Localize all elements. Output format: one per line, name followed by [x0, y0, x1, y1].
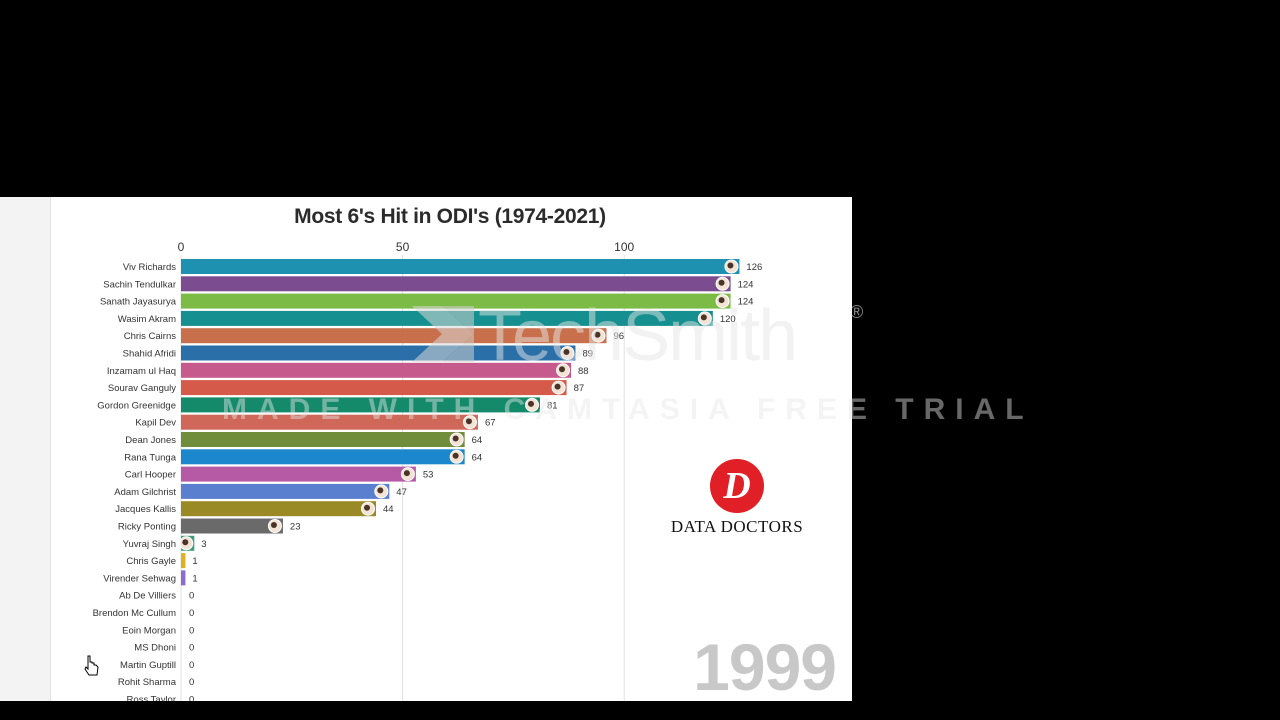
value-label: 0: [189, 625, 194, 636]
player-avatar-face: [182, 539, 189, 546]
value-label: 1: [192, 556, 197, 567]
bar: [181, 259, 740, 274]
category-label: Inzamam ul Haq: [107, 366, 176, 377]
x-tick-label: 100: [614, 240, 634, 254]
player-avatar-face: [700, 314, 707, 321]
bar: [181, 414, 478, 430]
category-label: Martin Guptill: [120, 660, 176, 671]
left-gutter: [0, 197, 51, 701]
bar: [181, 466, 416, 482]
value-label: 0: [189, 591, 194, 602]
category-label: Rana Tunga: [124, 452, 176, 463]
value-label: 0: [189, 643, 194, 654]
player-avatar-face: [377, 487, 384, 494]
category-label: Brendon Mc Cullum: [93, 608, 177, 619]
value-label: 120: [720, 314, 736, 325]
player-avatar-face: [527, 400, 534, 407]
category-label: Adam Gilchrist: [114, 487, 176, 498]
bar: [181, 449, 465, 465]
value-label: 47: [396, 487, 407, 498]
value-label: 23: [290, 522, 301, 533]
value-label: 53: [423, 470, 434, 481]
player-avatar-face: [563, 349, 570, 355]
value-label: 0: [189, 677, 194, 688]
value-label: 44: [383, 504, 394, 515]
bar: [181, 293, 731, 309]
chart-panel: Most 6's Hit in ODI's (1974-2021) 0 50 100…: [0, 197, 852, 701]
data-doctors-logo: D DATA DOCTORS: [652, 459, 822, 537]
value-label: 3: [201, 539, 206, 550]
category-label: Eoin Morgan: [122, 625, 176, 636]
logo-text: DATA DOCTORS: [670, 517, 804, 536]
logo-badge-icon: D: [710, 459, 764, 513]
value-label: 81: [547, 400, 558, 411]
category-label: Viv Richards: [123, 262, 176, 273]
value-label: 0: [189, 695, 194, 702]
chart-title: Most 6's Hit in ODI's (1974-2021): [294, 205, 606, 228]
value-label: 124: [738, 279, 754, 290]
bar: [181, 380, 567, 396]
player-avatar-face: [727, 262, 734, 269]
value-label: 64: [472, 452, 483, 463]
value-label: 124: [738, 297, 754, 308]
mouse-pointer-icon: [84, 655, 99, 676]
value-label: 126: [746, 262, 762, 273]
category-label: Sachin Tendulkar: [103, 279, 176, 290]
category-label: Sanath Jayasurya: [100, 297, 177, 308]
player-avatar-face: [554, 383, 561, 390]
category-label: Chris Gayle: [126, 556, 176, 567]
category-label: Shahid Afridi: [123, 349, 176, 360]
bar: [181, 276, 731, 292]
category-label: Yuvraj Singh: [123, 539, 176, 550]
period-label: 1999: [693, 630, 837, 701]
category-label: Ross Taylor: [127, 695, 176, 702]
bar: [181, 553, 186, 569]
category-label: Chris Cairns: [124, 331, 177, 342]
category-label: Virender Sehwag: [103, 573, 176, 584]
x-tick-label: 0: [178, 240, 185, 254]
player-avatar-face: [718, 279, 725, 286]
category-label: MS Dhoni: [134, 643, 176, 654]
player-avatar-face: [364, 504, 371, 511]
value-label: 67: [485, 418, 496, 429]
value-label: 87: [574, 383, 585, 394]
bar: [181, 518, 283, 534]
category-label: Jacques Kallis: [115, 504, 176, 515]
bar: [181, 362, 572, 378]
player-avatar-face: [559, 366, 566, 373]
bar: [181, 501, 377, 517]
player-avatar-face: [594, 331, 601, 338]
value-label: 1: [192, 573, 197, 584]
player-avatar-face: [452, 435, 459, 442]
value-label: 89: [582, 349, 593, 360]
category-label: Dean Jones: [125, 435, 176, 446]
player-avatar-face: [718, 297, 725, 304]
player-avatar-face: [270, 522, 277, 528]
player-avatar-face: [452, 452, 459, 459]
value-label: 0: [189, 660, 194, 671]
player-avatar-face: [403, 470, 410, 477]
player-avatar-face: [465, 418, 472, 425]
bar: [181, 345, 576, 361]
bar: [181, 432, 465, 447]
category-label: Wasim Akram: [118, 314, 176, 325]
category-label: Ab De Villiers: [119, 591, 176, 602]
bar: [181, 328, 607, 344]
bar: [181, 397, 540, 413]
category-label: Carl Hooper: [125, 470, 176, 481]
category-label: Kapil Dev: [135, 418, 176, 429]
x-tick-label: 50: [396, 240, 410, 254]
value-label: 96: [613, 331, 624, 342]
category-label: Gordon Greenidge: [97, 400, 176, 411]
category-label: Sourav Ganguly: [108, 383, 176, 394]
value-label: 64: [472, 435, 483, 446]
category-label: Rohit Sharma: [118, 677, 177, 688]
value-label: 0: [189, 608, 194, 619]
bar: [181, 483, 390, 499]
category-label: Ricky Ponting: [118, 522, 176, 533]
bar: [181, 310, 713, 326]
bar: [181, 570, 186, 586]
value-label: 88: [578, 366, 589, 377]
